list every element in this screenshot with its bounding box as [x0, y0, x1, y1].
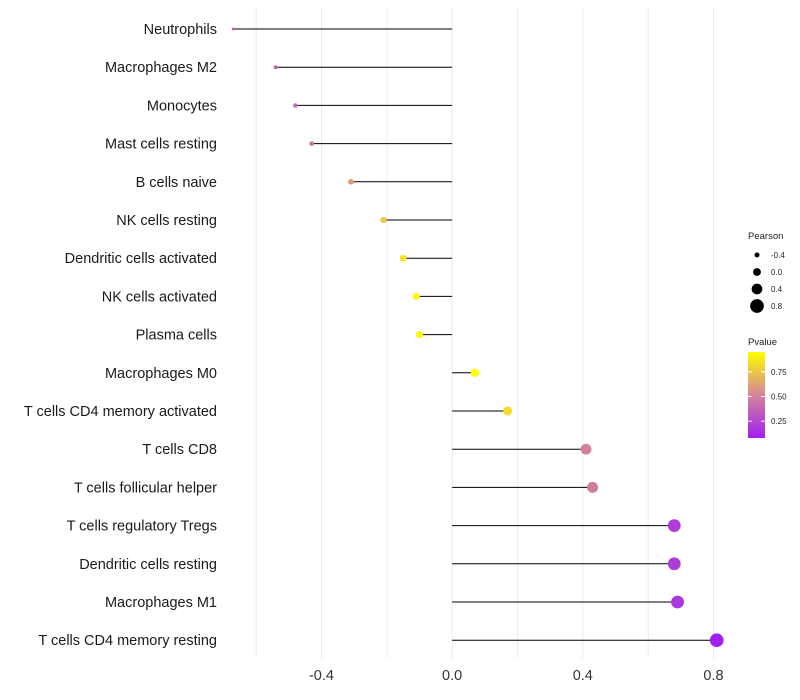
- colorbar: [748, 352, 765, 438]
- color-legend-title: Pvalue: [748, 337, 777, 348]
- size-legend-label-1: 0.0: [771, 268, 783, 277]
- size-legend: Pearson -0.4 0.0 0.4 0.8: [748, 231, 785, 313]
- category-label-8: Plasma cells: [136, 328, 217, 344]
- category-label-4: B cells naive: [136, 175, 217, 191]
- colorbar-label-0: 0.25: [771, 417, 787, 426]
- x-tick-label-0: -0.4: [309, 668, 334, 684]
- size-legend-label-0: -0.4: [771, 251, 785, 260]
- category-label-12: T cells follicular helper: [74, 480, 217, 496]
- lollipop-points: [231, 27, 724, 648]
- category-label-0: Neutrophils: [144, 22, 217, 38]
- point-4: [348, 178, 354, 185]
- size-legend-label-2: 0.4: [771, 285, 783, 294]
- point-7: [412, 292, 420, 300]
- category-label-11: T cells CD8: [142, 442, 217, 458]
- colorbar-label-1: 0.50: [771, 392, 787, 401]
- x-tick-label-2: 0.4: [573, 668, 593, 684]
- x-tick-labels: -0.4 0.0 0.4 0.8: [309, 668, 724, 684]
- point-5: [380, 216, 387, 224]
- color-legend: Pvalue 0.25 0.50 0.75: [748, 337, 787, 438]
- category-label-6: Dendritic cells activated: [65, 251, 217, 267]
- point-12: [587, 481, 599, 493]
- point-11: [580, 443, 592, 455]
- category-label-10: T cells CD4 memory activated: [24, 404, 217, 420]
- category-label-16: T cells CD4 memory resting: [38, 633, 217, 649]
- category-label-14: Dendritic cells resting: [79, 557, 217, 573]
- size-legend-key-2: [751, 283, 763, 295]
- size-legend-key-3: [750, 299, 764, 313]
- size-legend-title: Pearson: [748, 231, 783, 242]
- grid-lines: [255, 8, 714, 658]
- size-legend-label-3: 0.8: [771, 302, 783, 311]
- category-label-1: Macrophages M2: [105, 60, 217, 76]
- point-15: [671, 595, 684, 609]
- x-tick-label-3: 0.8: [703, 668, 723, 684]
- category-label-5: NK cells resting: [116, 213, 217, 229]
- point-0: [231, 27, 235, 31]
- category-label-7: NK cells activated: [102, 289, 217, 305]
- point-9: [470, 368, 480, 377]
- category-labels: Neutrophils Macrophages M2 Monocytes Mast c…: [24, 22, 217, 649]
- category-label-15: Macrophages M1: [105, 595, 217, 611]
- point-1: [273, 65, 278, 70]
- colorbar-label-2: 0.75: [771, 368, 787, 377]
- point-3: [309, 141, 315, 146]
- point-2: [293, 103, 298, 108]
- point-10: [503, 406, 513, 416]
- point-13: [667, 519, 681, 532]
- point-6: [399, 254, 407, 262]
- point-14: [667, 557, 681, 571]
- point-8: [415, 331, 424, 339]
- category-label-2: Monocytes: [147, 98, 217, 114]
- category-label-13: T cells regulatory Tregs: [67, 519, 217, 535]
- category-label-9: Macrophages M0: [105, 366, 217, 382]
- lollipop-segments: [233, 28, 717, 641]
- x-tick-label-1: 0.0: [442, 668, 462, 684]
- category-label-3: Mast cells resting: [105, 137, 217, 153]
- size-legend-key-0: [754, 252, 760, 258]
- point-16: [709, 633, 724, 648]
- size-legend-key-1: [753, 268, 761, 276]
